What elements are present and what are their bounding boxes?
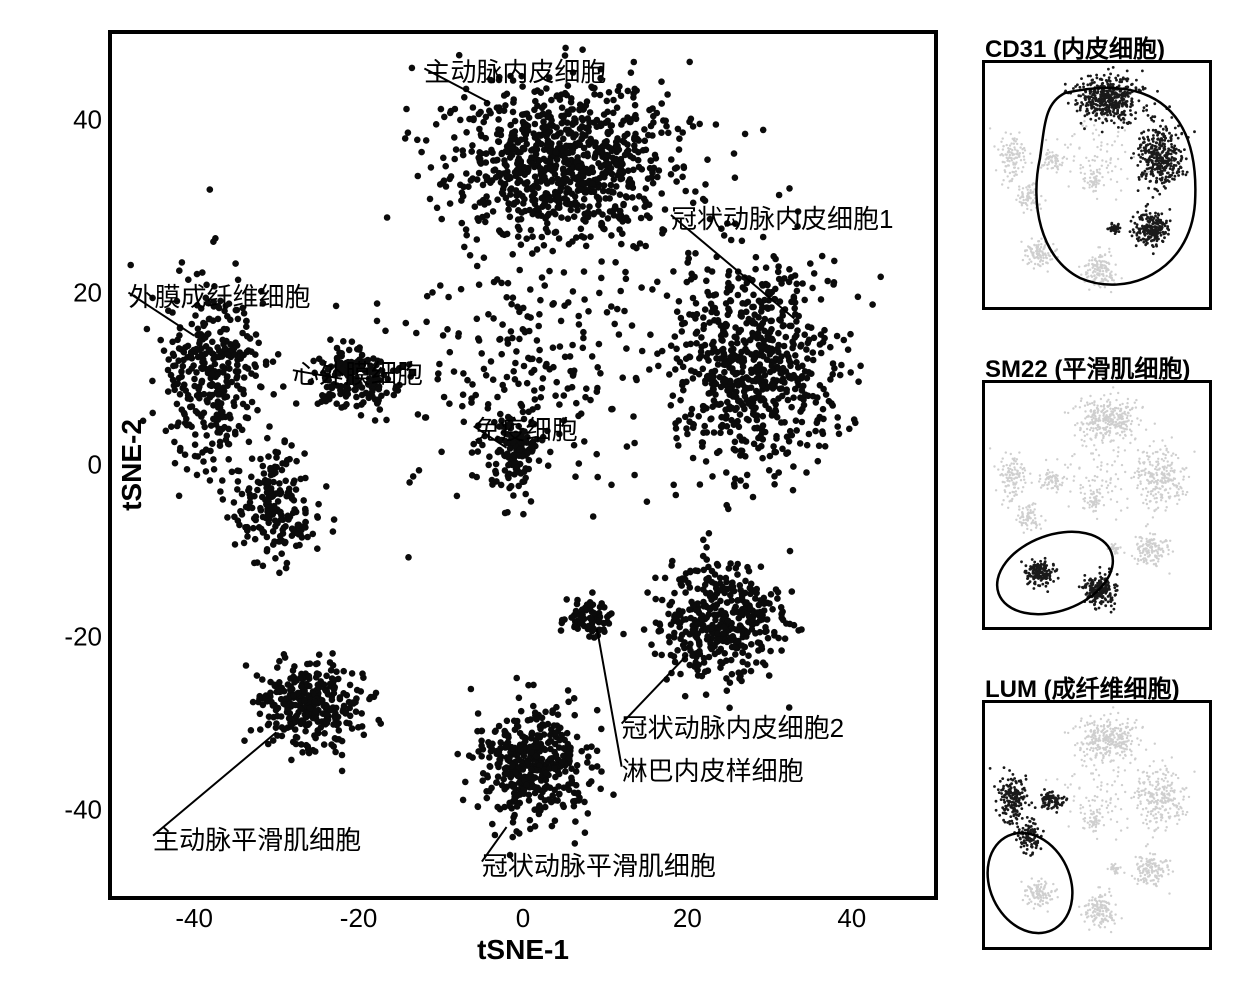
- cluster-label-aortic-smc: 主动脉平滑肌细胞: [153, 820, 361, 857]
- x-tick-label: 20: [673, 903, 702, 934]
- marker-panel-title: LUM (成纤维细胞): [985, 669, 1180, 704]
- marker-panel-svg: [985, 63, 1209, 307]
- y-tick-label: 0: [47, 450, 102, 481]
- x-axis-label: tSNE-1: [477, 934, 569, 966]
- y-tick-label: 20: [47, 277, 102, 308]
- cluster-label-aortic-ec: 主动脉内皮细胞: [424, 52, 606, 89]
- marker-panel-title: SM22 (平滑肌细胞): [985, 349, 1190, 384]
- cluster-label-coronary-ec1: 冠状动脉内皮细胞1: [671, 199, 893, 236]
- cluster-label-immune: 免疫细胞: [474, 410, 578, 447]
- main-tsne-panel: tSNE-2 tSNE-1 -40 -20 0 20 40 -40 -20 0 …: [108, 30, 938, 900]
- marker-panel-svg: [985, 383, 1209, 627]
- x-tick-label: -40: [175, 903, 213, 934]
- marker-panel-cd31: CD31 (内皮细胞): [982, 60, 1212, 310]
- marker-panel-lum: LUM (成纤维细胞): [982, 700, 1212, 950]
- cluster-label-lymph-ec: 淋巴内皮样细胞: [622, 751, 804, 788]
- cluster-label-coronary-smc: 冠状动脉平滑肌细胞: [482, 846, 716, 883]
- x-tick-label: -20: [340, 903, 378, 934]
- cluster-label-adv-fibro: 外膜成纤维细胞: [128, 277, 310, 314]
- cluster-label-epicardial: 心外膜细胞: [293, 354, 423, 391]
- y-tick-label: -40: [47, 794, 102, 825]
- x-tick-label: 0: [516, 903, 530, 934]
- y-axis-label: tSNE-2: [116, 419, 148, 511]
- marker-panel-svg: [985, 703, 1209, 947]
- y-tick-label: -20: [47, 622, 102, 653]
- marker-panel-title: CD31 (内皮细胞): [985, 29, 1165, 64]
- figure-root: tSNE-2 tSNE-1 -40 -20 0 20 40 -40 -20 0 …: [0, 0, 1240, 1004]
- y-tick-label: 40: [47, 105, 102, 136]
- cluster-label-coronary-ec2: 冠状动脉内皮细胞2: [622, 708, 844, 745]
- main-tsne-svg: [112, 34, 934, 896]
- x-tick-label: 40: [837, 903, 866, 934]
- marker-panel-sm22: SM22 (平滑肌细胞): [982, 380, 1212, 630]
